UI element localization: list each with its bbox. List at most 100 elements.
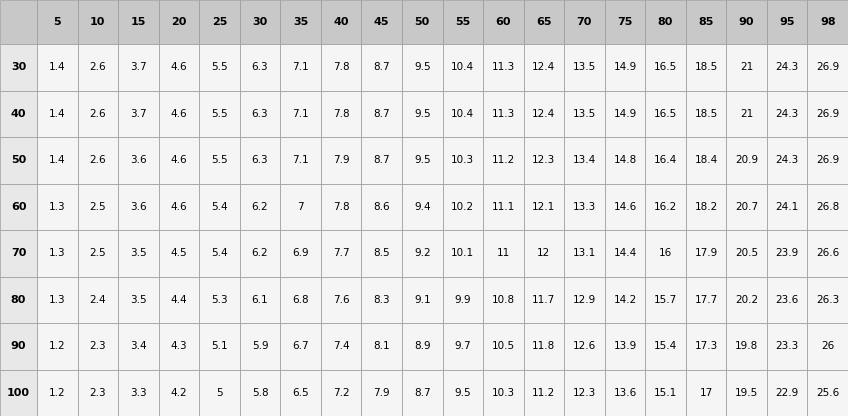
Text: 7.1: 7.1 [293,155,309,165]
Bar [37,323,77,369]
Bar [443,277,483,323]
Text: 11.7: 11.7 [533,295,555,305]
Bar [767,277,807,323]
Bar [483,323,523,369]
Text: 9.1: 9.1 [414,295,431,305]
Bar [159,91,199,137]
Text: 12.9: 12.9 [572,295,596,305]
Bar [321,44,361,91]
Bar [645,0,686,44]
Bar [361,183,402,230]
Text: 12.3: 12.3 [533,155,555,165]
Text: 16.2: 16.2 [654,202,678,212]
Text: 2.6: 2.6 [90,155,106,165]
Text: 3.7: 3.7 [130,109,147,119]
Text: 11.3: 11.3 [492,62,515,72]
Bar [645,230,686,277]
Bar [645,323,686,369]
Text: 5: 5 [216,388,223,398]
Bar [807,0,848,44]
Bar [767,183,807,230]
Bar [523,44,564,91]
Text: 14.2: 14.2 [613,295,637,305]
Bar [240,277,281,323]
Text: 8.7: 8.7 [373,109,390,119]
Bar [564,183,605,230]
Bar [118,44,159,91]
Text: 1.3: 1.3 [49,248,65,258]
Bar [727,44,767,91]
Bar [281,369,321,416]
Text: 6.3: 6.3 [252,109,268,119]
Bar [807,230,848,277]
Bar [402,44,443,91]
Text: 8.7: 8.7 [373,155,390,165]
Text: 10.8: 10.8 [492,295,515,305]
Bar [118,230,159,277]
Text: 24.1: 24.1 [776,202,799,212]
Text: 9.5: 9.5 [414,155,431,165]
Text: 19.5: 19.5 [735,388,758,398]
Text: 20.7: 20.7 [735,202,758,212]
Bar [321,183,361,230]
Text: 9.5: 9.5 [455,388,471,398]
Bar [443,230,483,277]
Text: 8.9: 8.9 [414,341,431,351]
Bar [118,323,159,369]
Bar [199,91,240,137]
Text: 3.3: 3.3 [130,388,147,398]
Bar [240,369,281,416]
Bar [159,137,199,183]
Text: 23.3: 23.3 [776,341,799,351]
Text: 15: 15 [131,17,146,27]
Text: 26.9: 26.9 [816,155,840,165]
Text: 10.4: 10.4 [451,109,474,119]
Text: 19.8: 19.8 [735,341,758,351]
Bar [686,277,727,323]
Bar [240,323,281,369]
Bar [645,44,686,91]
Text: 60: 60 [11,202,26,212]
Text: 3.6: 3.6 [130,155,147,165]
Text: 9.2: 9.2 [414,248,431,258]
Bar [0,44,37,91]
Bar [199,230,240,277]
Text: 90: 90 [739,17,755,27]
Bar [37,44,77,91]
Bar [199,183,240,230]
Text: 16.4: 16.4 [654,155,678,165]
Bar [605,369,645,416]
Text: 14.9: 14.9 [613,109,637,119]
Text: 5.5: 5.5 [211,109,228,119]
Text: 12.1: 12.1 [533,202,555,212]
Text: 7.8: 7.8 [332,109,349,119]
Bar [402,369,443,416]
Bar [523,369,564,416]
Text: 6.5: 6.5 [293,388,309,398]
Bar [118,137,159,183]
Text: 25.6: 25.6 [816,388,840,398]
Text: 10: 10 [90,17,105,27]
Bar [77,369,118,416]
Text: 11.2: 11.2 [492,155,515,165]
Text: 24.3: 24.3 [776,109,799,119]
Text: 3.5: 3.5 [130,295,147,305]
Text: 6.3: 6.3 [252,62,268,72]
Bar [281,137,321,183]
Bar [77,277,118,323]
Bar [523,0,564,44]
Bar [564,91,605,137]
Text: 18.5: 18.5 [695,109,717,119]
Text: 7.2: 7.2 [332,388,349,398]
Bar [443,183,483,230]
Text: 14.4: 14.4 [613,248,637,258]
Text: 55: 55 [455,17,471,27]
Bar [0,91,37,137]
Text: 3.7: 3.7 [130,62,147,72]
Text: 13.6: 13.6 [613,388,637,398]
Bar [727,230,767,277]
Bar [281,0,321,44]
Text: 8.3: 8.3 [373,295,390,305]
Bar [77,44,118,91]
Bar [443,369,483,416]
